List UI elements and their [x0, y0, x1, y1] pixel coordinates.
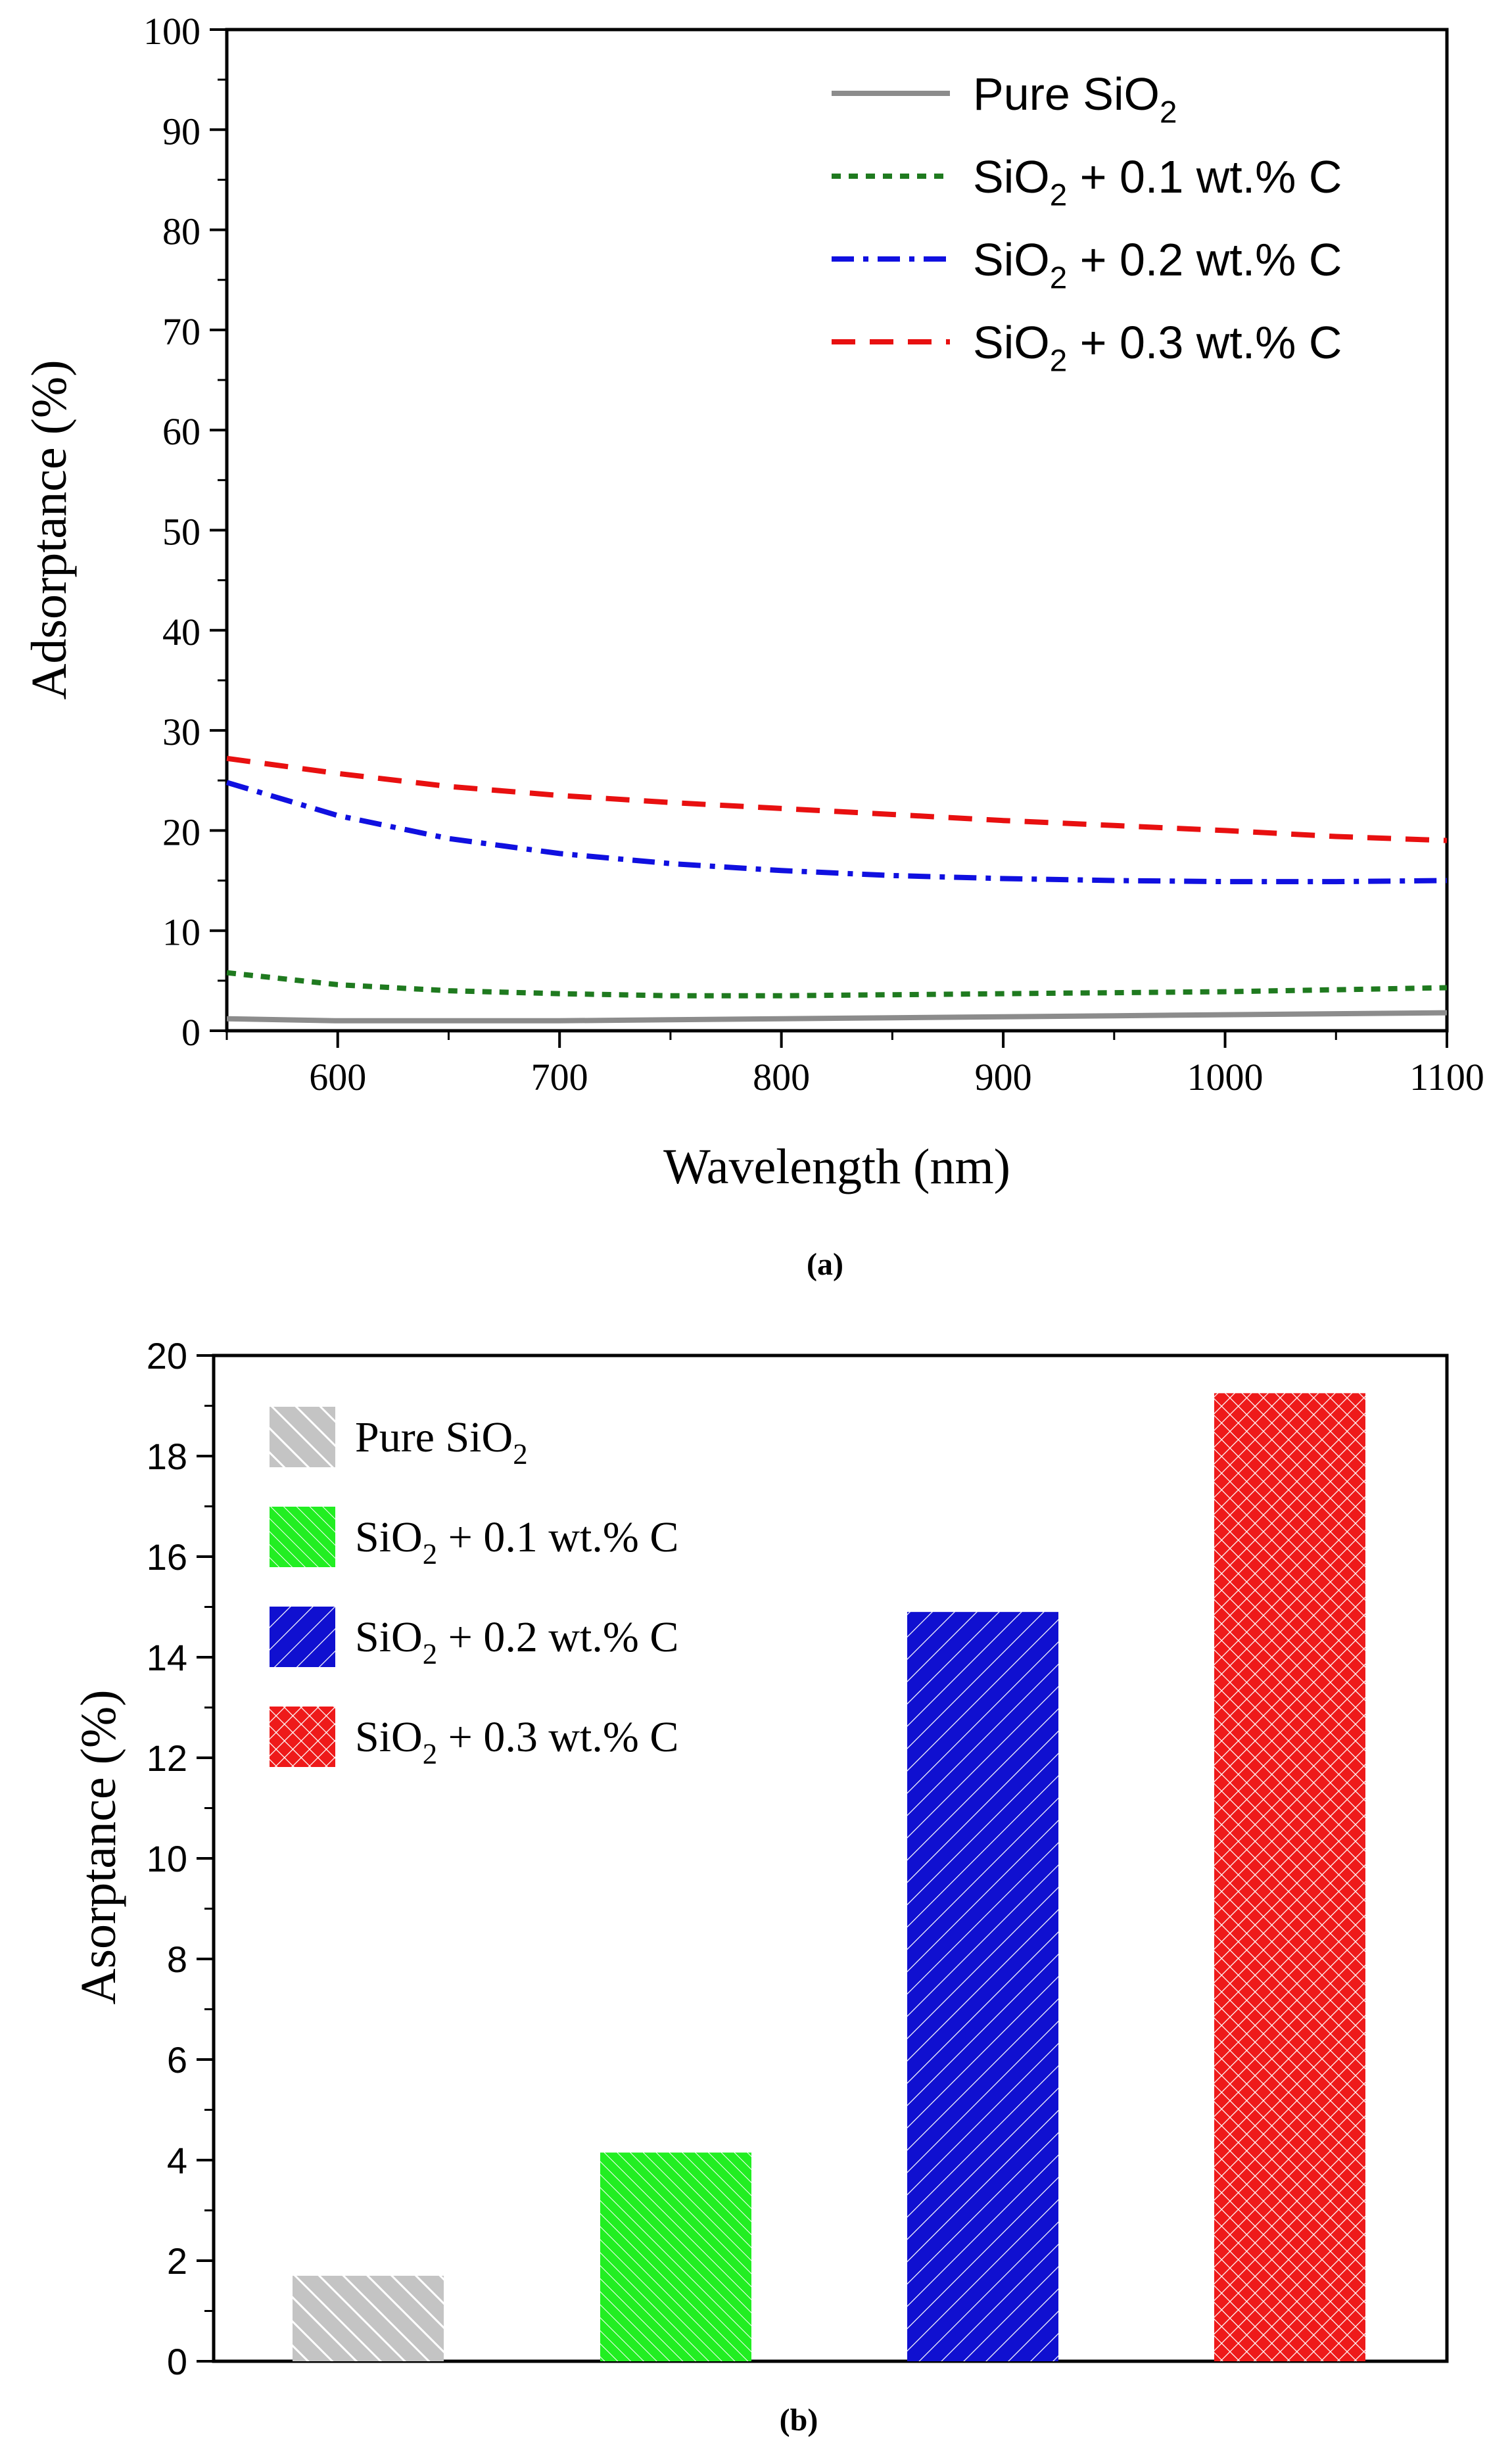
b-y-tick-label: 8: [167, 1939, 187, 1980]
a-y-tick-label: 90: [162, 110, 201, 153]
b-y-tick-label: 10: [147, 1838, 187, 1879]
b-legend-label-0: Pure SiO2: [355, 1413, 528, 1470]
b-legend-swatch-3: [270, 1707, 335, 1767]
a-y-tick-label: 40: [162, 611, 201, 653]
a-y-tick-label: 100: [143, 10, 201, 53]
a-legend-label-1: SiO2 + 0.1 wt.% C: [973, 151, 1342, 213]
b-y-tick-label: 12: [147, 1737, 187, 1779]
a-axis-ticks: 0 10 20 30 40 50 60 70 80 90 100 600 700 800 900 1000 11…: [143, 10, 1484, 1098]
a-y-tick-label: 20: [162, 811, 201, 853]
panel-a-line-chart: 0 10 20 30 40 50 60 70 80 90 100 600 700 800 900 1000 11…: [22, 10, 1484, 1282]
a-series-line-3: [226, 755, 1448, 843]
a-x-tick-label: 1000: [1187, 1056, 1264, 1098]
a-x-tick-label: 1100: [1409, 1056, 1484, 1098]
b-legend-swatch-1: [270, 1507, 335, 1567]
b-y-tick-label: 20: [147, 1335, 187, 1377]
panel-a-label: (a): [807, 1247, 843, 1282]
a-y-tick-label: 70: [162, 310, 201, 353]
a-x-tick-label: 600: [309, 1056, 366, 1098]
a-y-tick-label: 80: [162, 210, 201, 253]
b-legend-label-1: SiO2 + 0.1 wt.% C: [355, 1513, 678, 1570]
b-y-tick-label: 14: [147, 1637, 187, 1678]
b-bar-0: [293, 2275, 444, 2361]
b-y-tick-label: 4: [167, 2140, 187, 2181]
b-y-tick-label: 18: [147, 1436, 187, 1477]
a-legend-label-3: SiO2 + 0.3 wt.% C: [973, 317, 1342, 379]
b-legend-swatch-2: [270, 1607, 335, 1667]
b-legend-swatch-0: [270, 1407, 335, 1467]
a-y-tick-label: 50: [162, 511, 201, 554]
a-legend: Pure SiO2 SiO2 + 0.1 wt.% C SiO2 + 0.2 wt.…: [832, 68, 1342, 379]
b-bar-3: [1214, 1393, 1365, 2361]
a-x-tick-label: 900: [975, 1056, 1032, 1098]
b-legend-label-3: SiO2 + 0.3 wt.% C: [355, 1713, 678, 1770]
a-y-tick-label: 60: [162, 410, 201, 453]
a-y-tick-label: 30: [162, 711, 201, 753]
b-y-tick-label: 2: [167, 2240, 187, 2282]
b-y-tick-label: 16: [147, 1536, 187, 1578]
a-series-line-0: [226, 1010, 1448, 1024]
a-y-tick-label: 10: [162, 911, 201, 954]
b-bars-group: [293, 1393, 1365, 2361]
a-legend-label-0: Pure SiO2: [973, 68, 1177, 130]
b-legend-label-2: SiO2 + 0.2 wt.% C: [355, 1613, 678, 1670]
panel-b-label: (b): [780, 2403, 818, 2438]
a-x-axis-label: Wavelength (nm): [663, 1139, 1010, 1194]
a-y-tick-label: 0: [181, 1011, 201, 1054]
b-bar-1: [600, 2152, 751, 2361]
b-bar-2: [907, 1612, 1058, 2361]
a-series-group: [225, 755, 1448, 1024]
a-legend-label-2: SiO2 + 0.2 wt.% C: [973, 234, 1342, 296]
a-y-axis-label: Adsorptance (%): [22, 360, 77, 699]
b-y-axis-label: Asorptance (%): [71, 1689, 126, 2004]
b-y-tick-label: 0: [167, 2341, 187, 2382]
a-series-line-2: [225, 780, 1448, 885]
panel-b-bar-chart: 0 2 4 6 8 10 12 14 16 18 20 Pure SiO2 SiO2 + 0.1 wt…: [71, 1335, 1449, 2438]
b-axis-ticks: 0 2 4 6 8 10 12 14 16 18 20: [147, 1335, 214, 2382]
a-x-tick-label: 700: [531, 1056, 588, 1098]
b-y-tick-label: 6: [167, 2039, 187, 2081]
a-x-tick-label: 800: [753, 1056, 810, 1098]
b-legend: Pure SiO2 SiO2 + 0.1 wt.% C SiO2 + 0.2 wt.…: [270, 1407, 678, 1770]
a-series-line-1: [226, 970, 1448, 999]
